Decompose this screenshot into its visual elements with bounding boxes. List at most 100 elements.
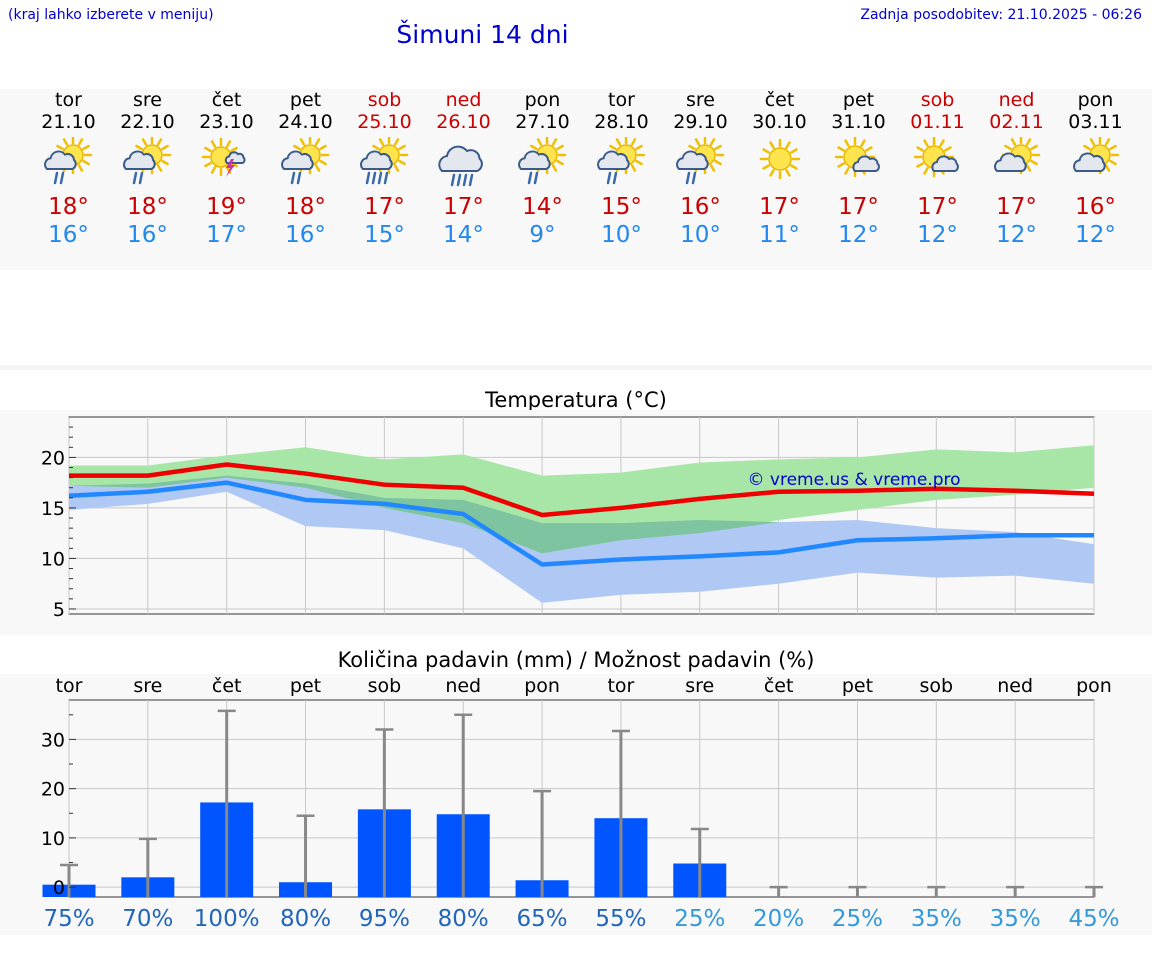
forecast-max-temp: 17° (364, 194, 405, 220)
forecast-day: tor 28.10 15° 10° (582, 89, 661, 249)
forecast-day-name: pon (1077, 89, 1114, 111)
forecast-max-temp: 17° (759, 194, 800, 220)
forecast-max-temp: 17° (917, 194, 958, 220)
forecast-min-temp: 16° (285, 222, 326, 248)
forecast-day-name: pet (842, 89, 875, 111)
temperature-chart-title: Temperatura (°C) (485, 388, 667, 412)
forecast-day: sob 25.10 17° 15° (345, 89, 424, 249)
forecast-max-temp: 16° (680, 194, 721, 220)
forecast-day: sre 29.10 16° 10° (661, 89, 740, 249)
sun-thunderstorm-icon (201, 137, 246, 177)
y-tick-label: 10 (41, 828, 65, 850)
forecast-date: 29.10 (673, 111, 728, 133)
forecast-min-temp: 16° (48, 222, 89, 248)
forecast-day-name: čet (764, 89, 795, 111)
sun-icon (759, 138, 800, 180)
x-day-label: sre (685, 675, 714, 697)
y-tick-label: 30 (41, 729, 65, 751)
forecast-min-temp: 10° (601, 222, 642, 248)
precip-probability: 80% (280, 906, 331, 932)
forecast-day-name: sob (920, 89, 955, 111)
y-tick-label: 20 (41, 779, 65, 801)
sun-cloud-rain-icon (122, 137, 171, 185)
x-day-label: tor (607, 675, 634, 697)
forecast-day-name: sre (686, 89, 715, 111)
x-day-label: pon (524, 675, 560, 697)
forecast-day-name: tor (55, 89, 82, 111)
forecast-max-temp: 18° (127, 194, 168, 220)
forecast-min-temp: 9° (529, 222, 556, 248)
precip-probability: 35% (911, 906, 962, 932)
x-day-label: čet (212, 675, 242, 697)
min-temp-line (68, 480, 1094, 567)
sun-cloud-rain-icon (596, 137, 645, 185)
sun-small-cloud-icon (834, 137, 880, 178)
forecast-min-temp: 12° (838, 222, 879, 248)
precip-probability: 25% (832, 906, 883, 932)
sun-cloud-rain-icon (43, 137, 92, 185)
forecast-day: čet 23.10 19° 17° (187, 89, 266, 249)
temperature-chart-panel: 5 10 15 20 © vreme.us & vreme.pro (0, 410, 1152, 635)
forecast-day-name: čet (211, 89, 242, 111)
forecast-day-name: ned (998, 89, 1035, 111)
x-day-label: tor (56, 675, 83, 697)
forecast-day: pet 24.10 18° 16° (266, 89, 345, 249)
separator (0, 365, 1152, 370)
forecast-date: 28.10 (594, 111, 649, 133)
max-temp-range-band (69, 445, 1094, 554)
forecast-date: 02.11 (989, 111, 1044, 133)
precip-probability: 80% (438, 906, 489, 932)
precip-probability: 25% (674, 906, 725, 932)
forecast-date: 22.10 (120, 111, 175, 133)
forecast-day: pon 03.11 16° 12° (1056, 89, 1135, 249)
x-day-label: pet (842, 675, 873, 697)
x-day-label: sob (368, 675, 402, 697)
watermark: © vreme.us & vreme.pro (747, 470, 960, 490)
y-tick-label: 0 (53, 877, 65, 899)
forecast-day-name: tor (608, 89, 635, 111)
sun-cloud-icon (993, 137, 1040, 175)
x-day-label: čet (764, 675, 794, 697)
y-tick-label: 20 (41, 447, 65, 469)
forecast-min-temp: 12° (996, 222, 1037, 248)
forecast-day-name: pet (289, 89, 322, 111)
forecast-day-name: pon (524, 89, 561, 111)
forecast-day: sre 22.10 18° 16° (108, 89, 187, 249)
forecast-min-temp: 12° (917, 222, 958, 248)
forecast-day: čet 30.10 17° 11° (740, 89, 819, 249)
sun-small-cloud-icon (913, 137, 959, 178)
forecast-date: 01.11 (910, 111, 965, 133)
y-tick-label: 10 (41, 548, 65, 570)
cloud-heavy-rain-icon (437, 145, 483, 187)
forecast-date: 27.10 (515, 111, 570, 133)
forecast-date: 31.10 (831, 111, 886, 133)
x-day-label: ned (445, 675, 481, 697)
forecast-min-temp: 17° (206, 222, 247, 248)
forecast-day: ned 26.10 17° 14° (424, 89, 503, 249)
forecast-min-temp: 15° (364, 222, 405, 248)
y-tick-label: 5 (53, 599, 65, 621)
forecast-day-name: sob (367, 89, 402, 111)
forecast-day: pet 31.10 17° 12° (819, 89, 898, 249)
page-title: Šimuni 14 dni (396, 20, 569, 49)
sun-cloud-rain-icon (517, 137, 566, 185)
location-menu-hint: (kraj lahko izberete v meniju) (8, 7, 214, 23)
forecast-day: tor 21.10 18° 16° (29, 89, 108, 249)
forecast-day: pon 27.10 14° 9° (503, 89, 582, 249)
sun-cloud-rain-icon (675, 137, 724, 185)
x-day-label: ned (997, 675, 1033, 697)
forecast-max-temp: 15° (601, 194, 642, 220)
forecast-date: 21.10 (41, 111, 96, 133)
precip-probability: 45% (1068, 906, 1119, 932)
forecast-day-name: ned (445, 89, 482, 111)
forecast-min-temp: 10° (680, 222, 721, 248)
forecast-max-temp: 17° (996, 194, 1037, 220)
temperature-chart: 5 10 15 20 © vreme.us & vreme.pro (41, 416, 1095, 621)
forecast-date: 24.10 (278, 111, 333, 133)
precip-probability: 65% (517, 906, 568, 932)
precip-probability: 55% (595, 906, 646, 932)
overlap-band (69, 475, 1094, 554)
forecast-strip: tor 21.10 18° 16° sre 22.10 18° 16° čet 23.10 19° 1… (0, 89, 1152, 270)
forecast-max-temp: 18° (48, 194, 89, 220)
max-temp-line (69, 462, 1095, 518)
